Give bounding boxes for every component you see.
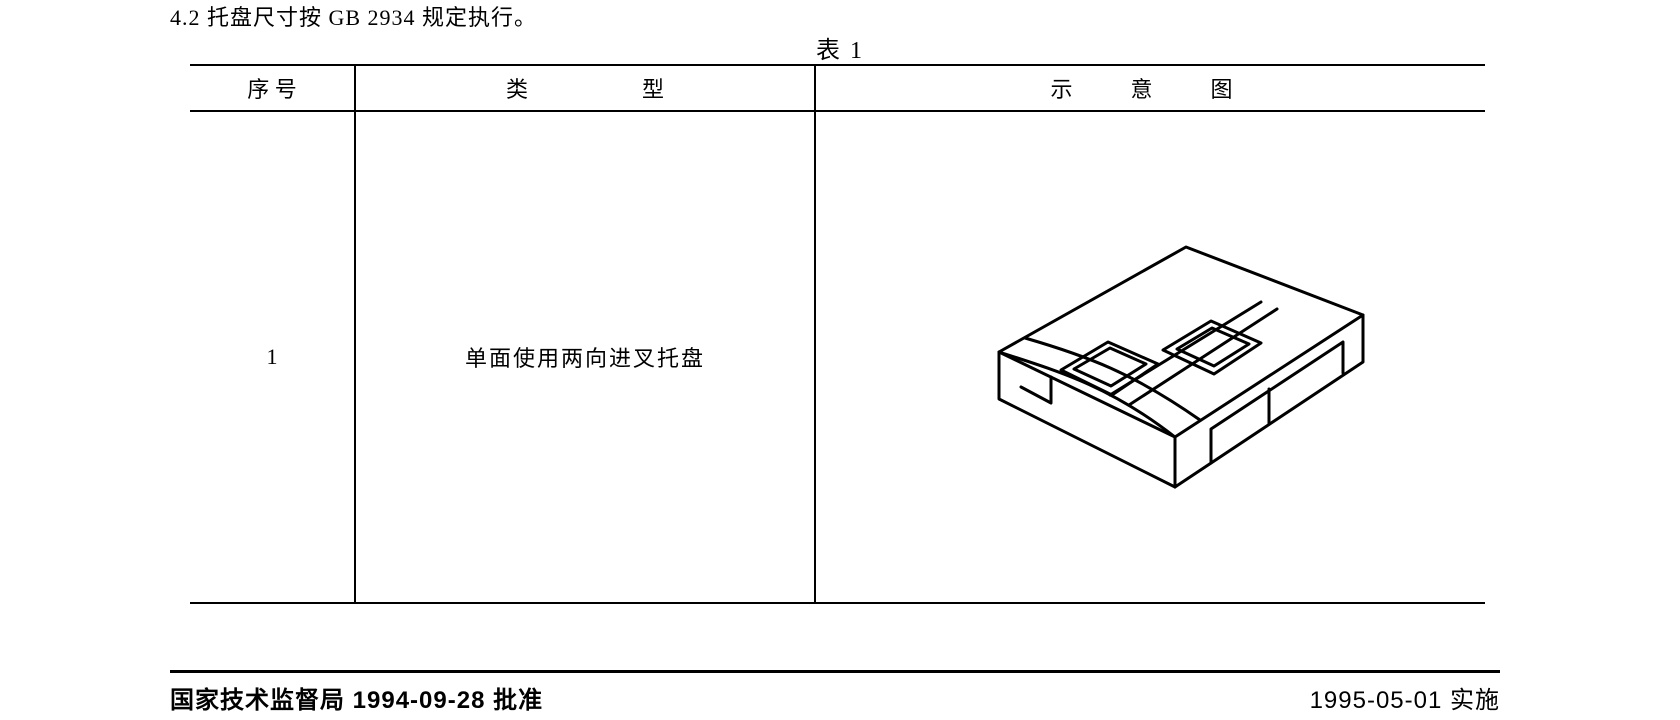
col-header-no: 序 号 bbox=[190, 65, 355, 111]
footer-rule bbox=[170, 670, 1500, 673]
footer-effective: 1995-05-01 实施 bbox=[1310, 680, 1500, 715]
col-header-figure: 示 意 图 bbox=[815, 65, 1485, 111]
table-caption: 表 1 bbox=[0, 30, 1680, 65]
cell-figure bbox=[815, 111, 1485, 603]
cell-type: 单面使用两向进叉托盘 bbox=[355, 111, 815, 603]
table-row: 1 单面使用两向进叉托盘 bbox=[190, 111, 1485, 603]
footer-approval: 国家技术监督局 1994-09-28 批准 bbox=[170, 680, 543, 715]
clipped-spec-line: 4.2 托盘尺寸按 GB 2934 规定执行。 bbox=[170, 0, 537, 32]
cell-no: 1 bbox=[190, 111, 355, 603]
pallet-table: 序 号 类 型 示 意 图 1 单面使用两向进叉托盘 bbox=[190, 64, 1485, 604]
col-header-type: 类 型 bbox=[355, 65, 815, 111]
table-header-row: 序 号 类 型 示 意 图 bbox=[190, 65, 1485, 111]
pallet-diagram bbox=[911, 187, 1391, 527]
